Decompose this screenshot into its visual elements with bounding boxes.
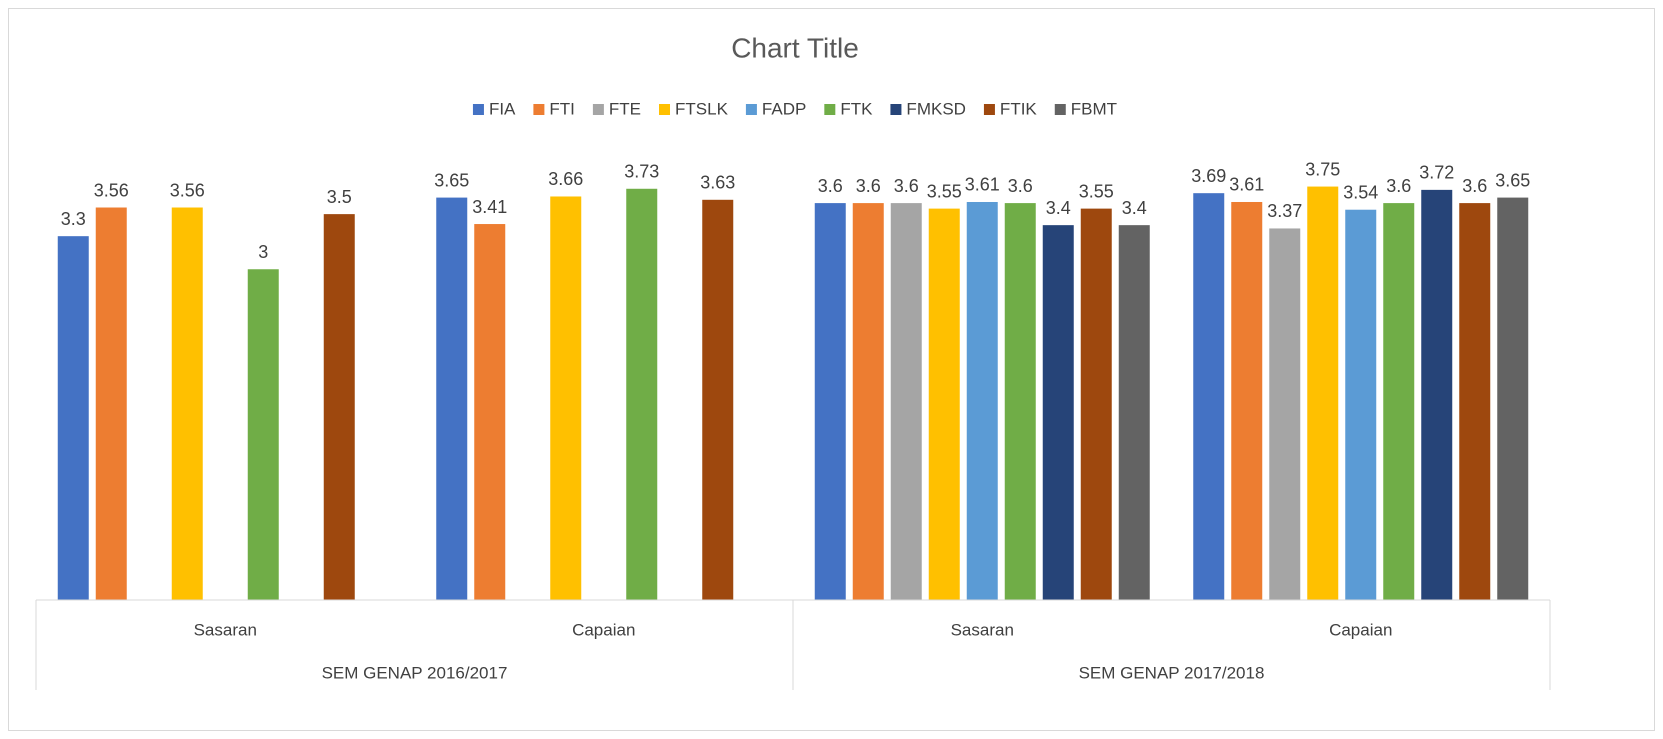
x-tick-label: Capaian — [1329, 620, 1392, 639]
legend-swatch — [890, 104, 902, 115]
data-label: 3.6 — [1386, 176, 1411, 196]
bar — [57, 236, 89, 601]
data-label: 3.63 — [700, 173, 735, 193]
bar — [1004, 203, 1036, 600]
x-group-label: SEM GENAP 2016/2017 — [322, 663, 508, 682]
bar — [626, 188, 658, 600]
data-label: 3.54 — [1343, 182, 1378, 202]
bar — [95, 207, 127, 600]
data-label: 3.72 — [1419, 163, 1454, 183]
legend-swatch — [1054, 104, 1066, 115]
data-label: 3.37 — [1267, 201, 1302, 221]
data-label: 3.56 — [170, 180, 205, 200]
legend-label: FIA — [489, 99, 516, 118]
chart-title: Chart Title — [731, 32, 859, 63]
legend-label: FTSLK — [675, 99, 729, 118]
legend-label: FTE — [609, 99, 641, 118]
bar — [1459, 203, 1491, 600]
bar — [1269, 228, 1301, 600]
x-tick-label: Sasaran — [951, 620, 1014, 639]
x-tick-label: Sasaran — [194, 620, 257, 639]
data-label: 3.6 — [818, 176, 843, 196]
data-label: 3.55 — [1079, 181, 1114, 201]
data-label: 3.56 — [94, 180, 129, 200]
bar — [247, 269, 279, 600]
data-label: 3.6 — [856, 176, 881, 196]
bar — [1231, 201, 1263, 600]
legend-label: FMKSD — [906, 99, 966, 118]
legend-label: FBMT — [1071, 99, 1117, 118]
legend-label: FADP — [762, 99, 806, 118]
legend-label: FTK — [840, 99, 873, 118]
bar — [1307, 186, 1339, 600]
data-label: 3.6 — [1462, 176, 1487, 196]
data-label: 3.4 — [1046, 198, 1071, 218]
data-label: 3.66 — [548, 169, 583, 189]
legend-swatch — [592, 104, 604, 115]
legend-label: FTI — [549, 99, 575, 118]
bar — [1421, 189, 1453, 600]
data-label: 3.5 — [327, 187, 352, 207]
data-label: 3.65 — [434, 170, 469, 190]
data-label: 3.3 — [61, 209, 86, 229]
bar — [1118, 225, 1150, 600]
bar — [1193, 193, 1225, 601]
bar — [171, 207, 203, 600]
bar — [474, 224, 506, 601]
bar — [1042, 225, 1074, 600]
data-label: 3 — [258, 242, 268, 262]
bar — [550, 196, 582, 601]
data-label: 3.6 — [1008, 176, 1033, 196]
bar — [890, 203, 922, 600]
data-label: 3.55 — [927, 181, 962, 201]
data-label: 3.41 — [472, 197, 507, 217]
legend-swatch — [983, 104, 995, 115]
x-group-label: SEM GENAP 2017/2018 — [1079, 663, 1265, 682]
legend-swatch — [533, 104, 545, 115]
data-label: 3.69 — [1191, 166, 1226, 186]
legend-label: FTIK — [1000, 99, 1037, 118]
data-label: 3.65 — [1495, 170, 1530, 190]
bar — [1080, 208, 1112, 601]
legend-swatch — [472, 104, 484, 115]
bar — [814, 203, 846, 600]
data-label: 3.4 — [1122, 198, 1147, 218]
bar — [1345, 209, 1377, 600]
legend: FIA FTI FTE FTSLK FADP FTK FMKSD FTIK FBMT — [472, 99, 1117, 118]
bar — [1497, 197, 1529, 600]
legend-swatch — [659, 104, 671, 115]
data-label: 3.61 — [1229, 175, 1264, 195]
x-tick-label: Capaian — [572, 620, 635, 639]
bar — [436, 197, 468, 600]
bar — [852, 203, 884, 600]
bar — [1383, 203, 1415, 600]
data-label: 3.6 — [894, 176, 919, 196]
bar — [702, 199, 734, 601]
data-label: 3.61 — [965, 175, 1000, 195]
data-label: 3.73 — [624, 162, 659, 182]
bar — [323, 214, 355, 600]
data-label: 3.75 — [1305, 159, 1340, 179]
bar — [928, 208, 960, 601]
bar — [966, 201, 998, 600]
legend-swatch — [824, 104, 836, 115]
legend-swatch — [745, 104, 757, 115]
